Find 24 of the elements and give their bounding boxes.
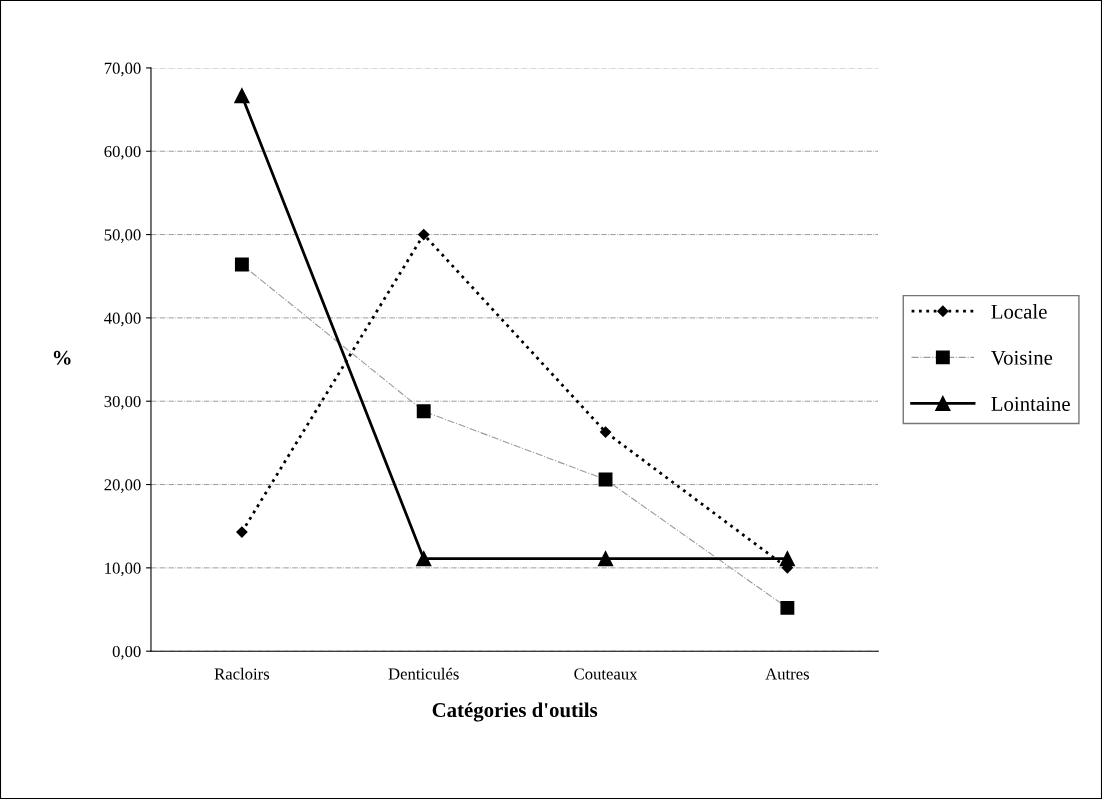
x-tick-label: Denticulés: [388, 667, 459, 680]
point: [779, 551, 796, 567]
point: [418, 228, 430, 241]
legend-label: Locale: [991, 304, 1047, 319]
x-tick-label: Racloirs: [214, 667, 270, 680]
y-tick-label: 10,00: [105, 562, 141, 577]
y-tick-label: 40,00: [104, 312, 141, 327]
y-tick-label: 70,00: [104, 62, 141, 77]
x-axis-title: Catégories d'outils: [432, 702, 598, 722]
legend-label: Lointaine: [991, 396, 1070, 411]
point: [234, 88, 250, 104]
point: [597, 551, 614, 567]
y-tick-label: 20,00: [104, 479, 141, 493]
x-tick-label: Autres: [765, 668, 809, 680]
y-tick-label: 30,00: [104, 395, 141, 410]
y-tick-label: 50,00: [104, 229, 141, 243]
y-axis-title: %: [53, 350, 71, 365]
point: [416, 551, 432, 567]
point: [599, 426, 612, 438]
y-tick-label: 60,00: [104, 145, 141, 160]
legend-label: Voisine: [990, 350, 1053, 365]
point: [236, 526, 248, 538]
y-tick-label: 0,00: [112, 645, 141, 660]
x-tick-label: Couteaux: [574, 668, 638, 680]
